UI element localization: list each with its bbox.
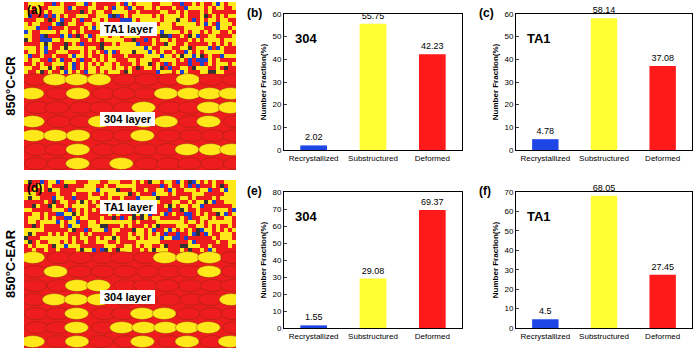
- svg-text:Recrystallized: Recrystallized: [520, 332, 570, 341]
- svg-text:(b): (b): [247, 6, 262, 20]
- svg-text:68.05: 68.05: [593, 183, 616, 193]
- html-text:304 layer: 304 layer: [104, 291, 152, 303]
- svg-text:27.45: 27.45: [651, 262, 674, 272]
- svg-text:20: 20: [504, 285, 513, 294]
- svg-text:(c): (c): [479, 6, 494, 20]
- svg-text:40: 40: [272, 55, 281, 64]
- svg-text:Deformed: Deformed: [415, 154, 450, 163]
- html-text:(a): (a): [27, 3, 42, 17]
- svg-text:20: 20: [272, 100, 281, 109]
- svg-text:Recrystallized: Recrystallized: [520, 154, 570, 163]
- html-text:850°C-EAR: 850°C-EAR: [3, 230, 18, 298]
- svg-text:Substructured: Substructured: [579, 332, 629, 341]
- svg-text:50: 50: [272, 239, 281, 248]
- svg-text:10: 10: [272, 307, 281, 316]
- svg-text:42.23: 42.23: [421, 41, 444, 51]
- svg-text:30: 30: [272, 273, 281, 282]
- html-text:TA1 layer: TA1 layer: [104, 23, 153, 35]
- svg-text:55.75: 55.75: [362, 11, 385, 21]
- svg-text:69.37: 69.37: [421, 197, 444, 207]
- svg-text:304: 304: [295, 31, 317, 46]
- svg-text:10: 10: [504, 304, 513, 313]
- svg-text:70: 70: [504, 188, 513, 197]
- svg-text:60: 60: [272, 222, 281, 231]
- svg-text:4.78: 4.78: [537, 126, 555, 136]
- svg-text:0: 0: [277, 324, 282, 333]
- svg-text:304: 304: [295, 209, 317, 224]
- svg-text:Number Fraction(%): Number Fraction(%): [259, 43, 268, 120]
- svg-text:20: 20: [272, 290, 281, 299]
- svg-text:60: 60: [504, 10, 513, 19]
- svg-text:37.08: 37.08: [651, 53, 674, 63]
- svg-text:4.5: 4.5: [539, 306, 552, 316]
- svg-text:Number Fraction(%): Number Fraction(%): [491, 43, 500, 120]
- svg-text:Deformed: Deformed: [645, 332, 680, 341]
- svg-text:30: 30: [504, 266, 513, 275]
- svg-text:29.08: 29.08: [362, 266, 385, 276]
- svg-text:0: 0: [509, 324, 514, 333]
- svg-text:Number Fraction(%): Number Fraction(%): [491, 221, 500, 298]
- svg-text:2.02: 2.02: [305, 132, 323, 142]
- svg-text:Substructured: Substructured: [348, 154, 398, 163]
- svg-text:10: 10: [504, 123, 513, 132]
- svg-text:58.14: 58.14: [593, 5, 616, 15]
- svg-text:80: 80: [272, 188, 281, 197]
- svg-text:60: 60: [272, 10, 281, 19]
- svg-text:(e): (e): [247, 184, 262, 198]
- html-text:850°C-CR: 850°C-CR: [3, 56, 18, 116]
- svg-text:Substructured: Substructured: [579, 154, 629, 163]
- svg-text:30: 30: [272, 78, 281, 87]
- html-text:304 layer: 304 layer: [104, 113, 152, 125]
- svg-text:40: 40: [504, 246, 513, 255]
- svg-text:1.55: 1.55: [305, 312, 323, 322]
- svg-text:20: 20: [504, 100, 513, 109]
- svg-text:TA1: TA1: [527, 31, 551, 46]
- svg-text:Deformed: Deformed: [415, 332, 450, 341]
- svg-text:30: 30: [504, 78, 513, 87]
- svg-text:0: 0: [277, 146, 282, 155]
- svg-text:50: 50: [504, 32, 513, 41]
- svg-text:70: 70: [272, 205, 281, 214]
- svg-text:Number Fraction(%): Number Fraction(%): [259, 221, 268, 298]
- svg-text:40: 40: [504, 55, 513, 64]
- svg-text:Deformed: Deformed: [645, 154, 680, 163]
- svg-text:0: 0: [509, 146, 514, 155]
- html-text:TA1 layer: TA1 layer: [104, 201, 153, 213]
- svg-text:Substructured: Substructured: [348, 332, 398, 341]
- svg-text:TA1: TA1: [527, 209, 551, 224]
- html-text:(d): (d): [27, 181, 43, 195]
- svg-text:50: 50: [272, 32, 281, 41]
- svg-text:10: 10: [272, 123, 281, 132]
- svg-text:(f): (f): [479, 184, 491, 198]
- svg-text:50: 50: [504, 227, 513, 236]
- svg-text:40: 40: [272, 256, 281, 265]
- svg-text:60: 60: [504, 207, 513, 216]
- svg-text:Recrystallized: Recrystallized: [289, 332, 339, 341]
- svg-text:Recrystallized: Recrystallized: [289, 154, 339, 163]
